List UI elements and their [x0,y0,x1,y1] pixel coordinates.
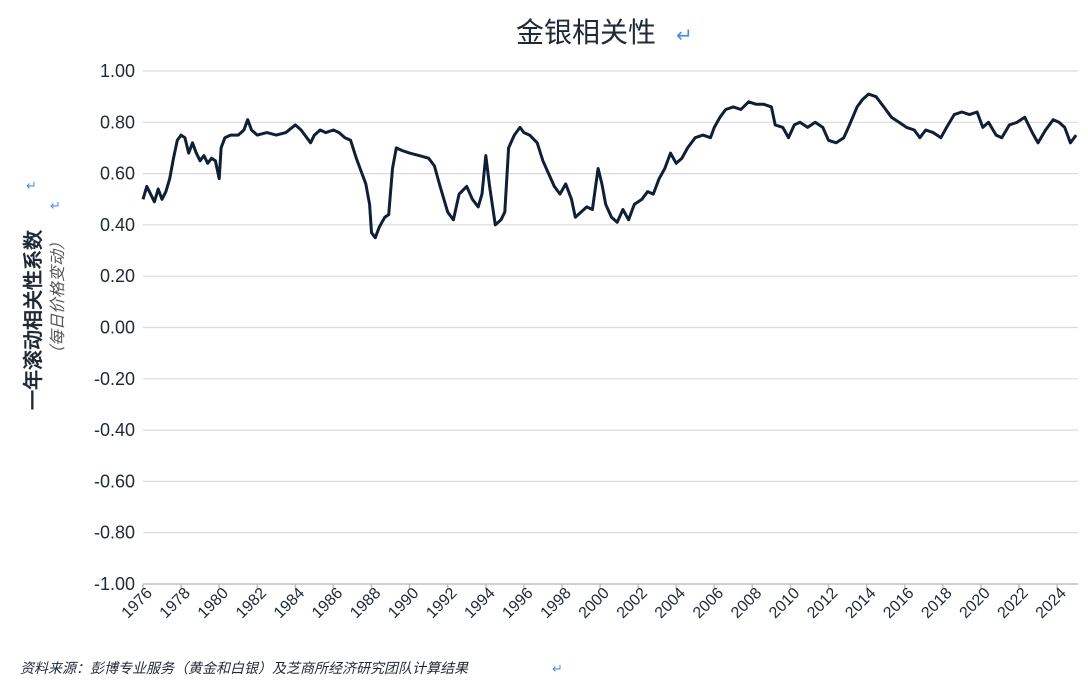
plot-area [141,92,1078,240]
x-tick-label: 2010 [766,585,803,622]
x-tick-label: 2020 [957,585,994,622]
x-tick-label: 1982 [233,585,270,622]
y-tick-label: -0.20 [94,369,135,389]
y-tick-label: 0.80 [100,112,135,132]
x-tick-label: 2022 [995,585,1032,622]
y-tick-label: 0.20 [100,266,135,286]
x-tick-labels: 1976 1978 1980 1982 1984 1986 1988 1990 1992 1994… [119,584,1070,622]
x-tick-label: 2018 [918,585,955,622]
x-tick-label: 2000 [576,585,613,622]
x-tick-label: 1978 [157,585,194,622]
x-tick-label: 1998 [538,585,575,622]
grid-lines [143,70,1078,585]
source-note-group: 资料来源：彭博专业服务（黄金和白银）及芝商所经济研究团队计算结果 ↵ [20,661,563,677]
x-tick-label: 2016 [880,585,917,622]
y-tick-label: 0.60 [100,164,135,184]
x-tick-label: 1992 [423,585,460,622]
x-tick-label: 2012 [804,585,841,622]
y-tick-label: -0.80 [94,523,135,543]
return-mark-icon: ↵ [26,179,37,194]
source-note: 资料来源：彭博专业服务（黄金和白银）及芝商所经济研究团队计算结果 [20,661,469,677]
x-tick-label: 1986 [309,585,346,622]
return-mark-icon: ↵ [50,199,61,214]
x-tick-label: 1994 [461,585,498,622]
x-tick-label: 2008 [728,585,765,622]
x-tick-label: 1980 [195,585,232,622]
x-tick-label: 1988 [347,585,384,622]
y-axis-label: 一年滚动相关性系数 （每日价格变动） ↵ ↵ [21,179,67,410]
x-tick-label: 2014 [842,585,879,622]
y-tick-label: -1.00 [94,574,135,594]
y-tick-label: -0.40 [94,420,135,440]
chart-title: 金银相关性 [516,16,656,49]
y-tick-label: 0.00 [100,318,135,338]
y-axis-title: 一年滚动相关性系数 [21,229,45,410]
x-tick-label: 1996 [499,585,536,622]
x-tick-label: 1984 [271,585,308,622]
x-tick-label: 2006 [690,585,727,622]
correlation-series-line [141,92,1078,240]
y-tick-label: 0.40 [100,215,135,235]
y-tick-label: -0.60 [94,471,135,491]
return-mark-icon: ↵ [552,662,563,677]
x-tick-label: 1990 [385,585,422,622]
y-tick-labels: 1.00 0.80 0.60 0.40 0.20 0.00 -0.20 -0.40 -0.60 -… [94,61,135,594]
chart-title-group: 金银相关性 ↵ [516,16,693,49]
x-tick-label: 2004 [652,585,689,622]
x-tick-label: 2024 [1033,585,1070,622]
y-tick-label: 1.00 [100,61,135,81]
x-tick-label: 2002 [614,585,651,622]
return-mark-icon: ↵ [676,23,693,47]
y-axis-subtitle: （每日价格变动） [48,234,67,362]
